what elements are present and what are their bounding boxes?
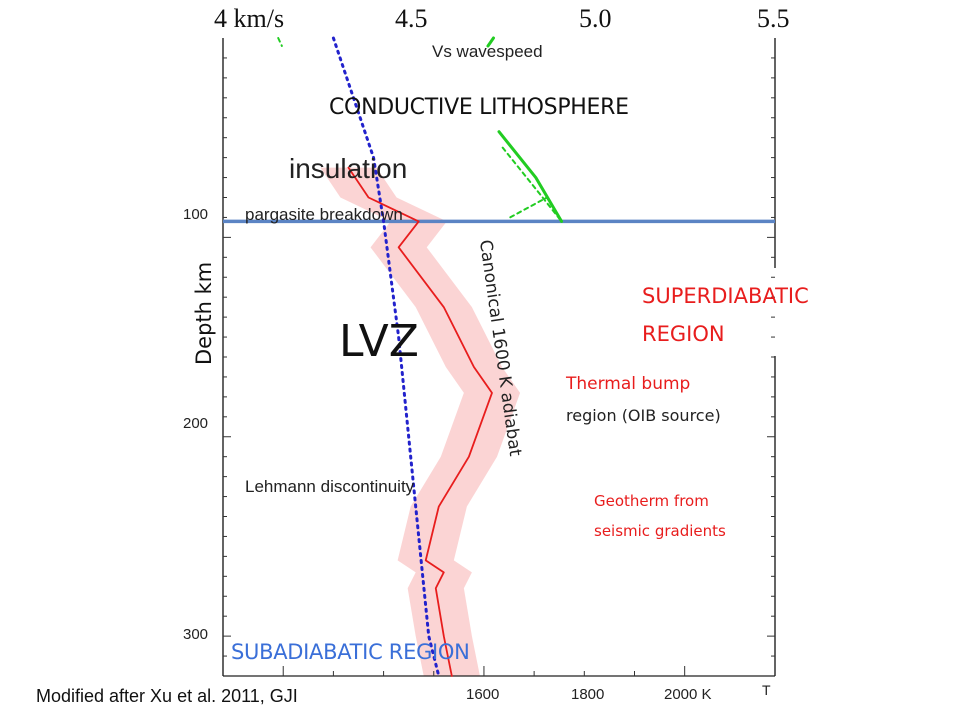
bottom-tick-label-2000: 2000 K xyxy=(664,686,712,703)
pargasite-breakdown-label: pargasite breakdown xyxy=(245,205,403,224)
thermal-bump-label-line2: region (OIB source) xyxy=(566,406,721,425)
series-vs-wavespeed-lithosphere-alternate xyxy=(501,146,563,223)
top-tick-label-4: 4 km/s xyxy=(214,4,285,33)
series-canonical-1600-k-adiabat xyxy=(331,36,441,678)
superdiabatic-label-line2: REGION xyxy=(642,322,725,346)
insulation-label: insulation xyxy=(289,153,408,184)
y-tick-label-200: 200 xyxy=(183,415,209,432)
thermal-bump-label-line1: Thermal bump xyxy=(566,374,691,394)
geotherm-label-line1: Geotherm from xyxy=(594,492,709,510)
top-tick-label-5-0: 5.0 xyxy=(579,4,612,33)
bottom-tick-label-1800: 1800 xyxy=(571,686,605,703)
superdiabatic-label-background xyxy=(632,268,782,356)
bottom-tick-label-1600: 1600 xyxy=(466,686,500,703)
lehmann-discontinuity-label: Lehmann discontinuity xyxy=(245,477,415,496)
subadiabatic-label: SUBADIABATIC REGION xyxy=(231,640,470,664)
top-tick-label-5-5: 5.5 xyxy=(757,4,790,33)
y-tick-label-100: 100 xyxy=(183,206,209,223)
superdiabatic-label-line1: SUPERDIABATIC xyxy=(642,284,809,308)
y-tick-label-300: 300 xyxy=(183,626,209,643)
bottom-axis-label: T xyxy=(762,682,771,698)
series-vs-wavespeed-lithosphere xyxy=(497,130,564,223)
series-geotherm-from-seismic-gradients xyxy=(347,166,493,677)
geotherm-uncertainty-band xyxy=(320,167,521,676)
source-credit: Modified after Xu et al. 2011, GJI xyxy=(36,686,298,706)
lvz-label: LVZ xyxy=(339,316,419,367)
conductive-lithosphere-label: CONDUCTIVE LITHOSPHERE xyxy=(329,95,629,120)
geotherm-label-line2: seismic gradients xyxy=(594,522,726,540)
top-tick-label-4-5: 4.5 xyxy=(395,4,428,33)
series-vs-wavespeed xyxy=(486,36,495,48)
series-vs-wavespeed-deep xyxy=(277,37,283,47)
top-axis-label: Vs wavespeed xyxy=(432,42,543,61)
y-axis-label: Depth km xyxy=(192,261,216,365)
